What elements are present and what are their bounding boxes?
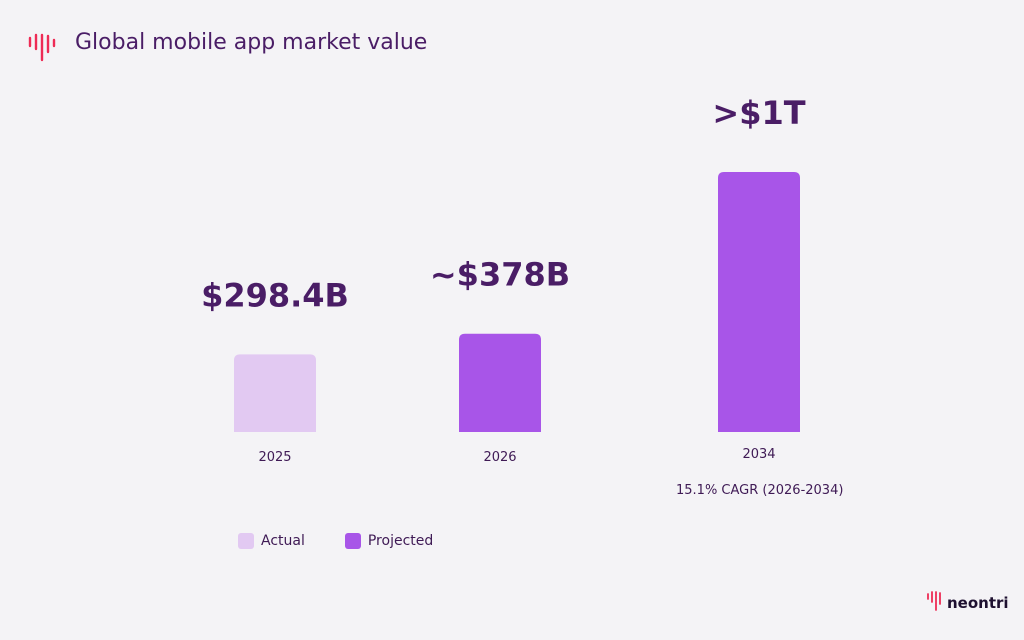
bar-2026 (459, 333, 541, 432)
legend-item-actual: Actual (238, 533, 305, 549)
cagr-annotation: 15.1% CAGR (2026-2034) (676, 483, 844, 498)
bar-2025 (234, 354, 316, 432)
brand-mark-icon (927, 591, 941, 611)
brand-name: neontri (947, 594, 1009, 612)
data-label: >$1T (712, 94, 805, 132)
data-label: $298.4B (201, 276, 349, 314)
bar-2034 (718, 172, 800, 432)
brand-logo: neontri (926, 590, 1009, 612)
legend-item-projected: Projected (344, 533, 434, 549)
legend-label: Projected (367, 533, 434, 549)
legend-swatch-actual (238, 533, 254, 549)
x-tick-label: 2034 (742, 447, 775, 462)
legend-label: Actual (261, 533, 305, 549)
legend-swatch-projected (344, 533, 361, 549)
chart-title: Global mobile app market value (75, 30, 428, 55)
legend: Actual Projected (238, 533, 433, 549)
neontri-logo-icon (28, 32, 58, 66)
x-tick-label: 2026 (483, 450, 516, 465)
x-tick-label: 2025 (258, 450, 291, 465)
data-label: ~$378B (430, 256, 570, 294)
